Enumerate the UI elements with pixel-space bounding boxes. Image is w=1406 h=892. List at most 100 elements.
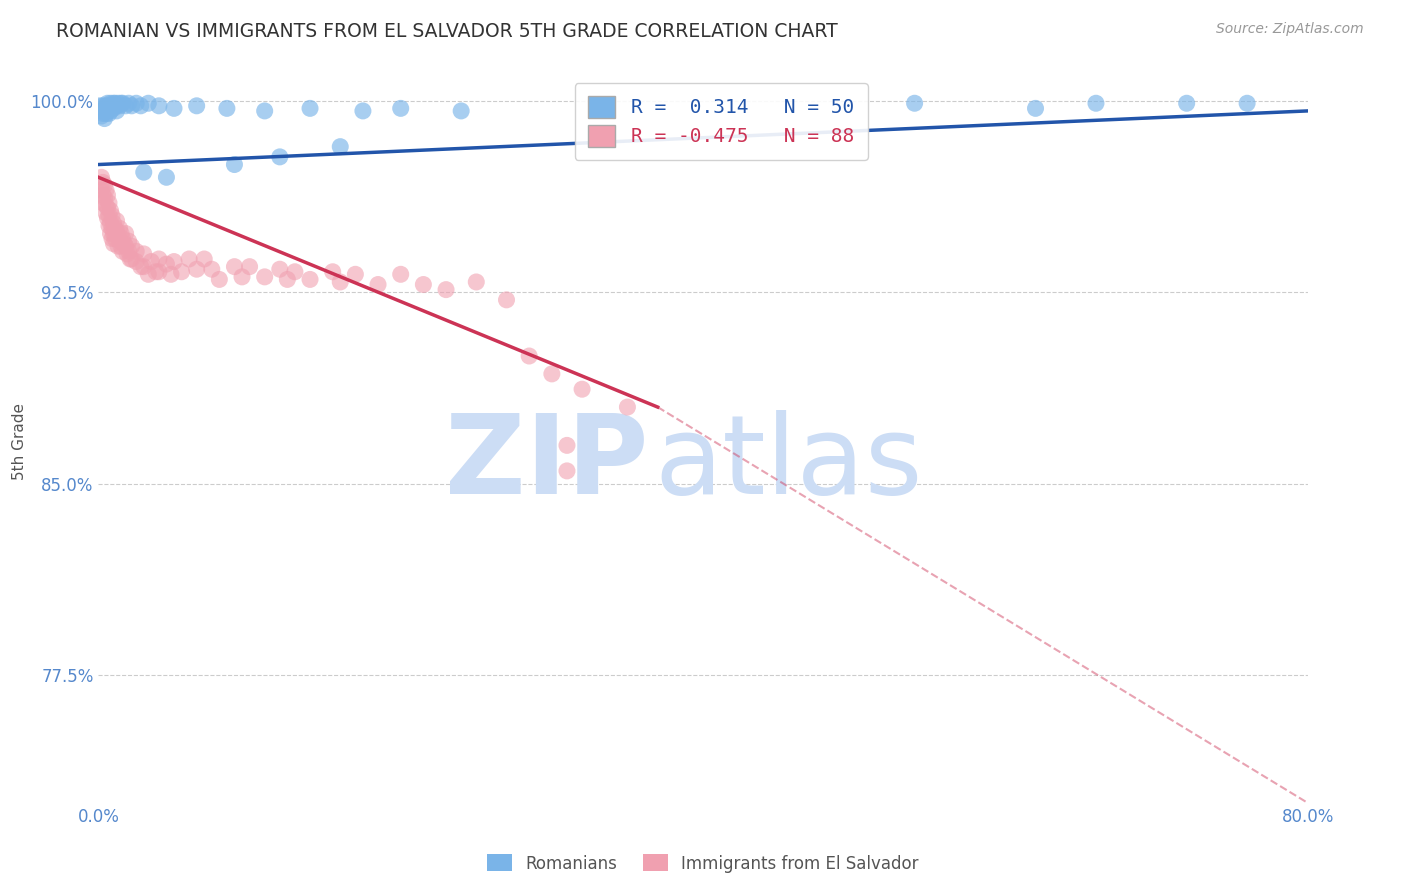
Point: [105, 103, 128, 118]
Point: [1236, 96, 1258, 111]
Point: [94, 198, 117, 212]
Point: [96, 96, 118, 111]
Point: [114, 99, 136, 113]
Point: [101, 221, 124, 235]
Point: [101, 209, 124, 223]
Point: [90, 183, 112, 197]
Point: [103, 216, 125, 230]
Point: [98, 209, 121, 223]
Point: [103, 227, 125, 241]
Point: [201, 262, 224, 277]
Point: [115, 247, 138, 261]
Y-axis label: 5th Grade: 5th Grade: [11, 403, 27, 480]
Point: [101, 231, 124, 245]
Point: [495, 293, 517, 307]
Point: [103, 96, 125, 111]
Point: [103, 236, 125, 251]
Point: [299, 272, 322, 286]
Point: [186, 99, 208, 113]
Point: [136, 268, 159, 282]
Point: [91, 99, 114, 113]
Point: [104, 221, 127, 235]
Point: [111, 244, 134, 259]
Point: [299, 101, 322, 115]
Text: ROMANIAN VS IMMIGRANTS FROM EL SALVADOR 5TH GRADE CORRELATION CHART: ROMANIAN VS IMMIGRANTS FROM EL SALVADOR …: [56, 22, 838, 41]
Point: [108, 234, 131, 248]
Point: [129, 99, 152, 113]
Point: [114, 227, 136, 241]
Point: [90, 170, 112, 185]
Point: [91, 106, 114, 120]
Point: [120, 252, 142, 266]
Point: [100, 227, 122, 241]
Point: [105, 224, 128, 238]
Point: [215, 101, 238, 115]
Point: [118, 244, 141, 259]
Point: [96, 201, 118, 215]
Point: [450, 103, 472, 118]
Point: [94, 206, 117, 220]
Point: [98, 195, 121, 210]
Point: [224, 260, 246, 274]
Point: [107, 96, 129, 111]
Point: [284, 265, 307, 279]
Legend: Romanians, Immigrants from El Salvador: Romanians, Immigrants from El Salvador: [481, 847, 925, 880]
Point: [121, 252, 143, 266]
Point: [121, 99, 143, 113]
Point: [434, 283, 457, 297]
Point: [276, 272, 298, 286]
Point: [125, 244, 148, 259]
Point: [96, 188, 118, 202]
Point: [163, 254, 186, 268]
Point: [163, 101, 186, 115]
Point: [105, 213, 128, 227]
Point: [103, 101, 125, 115]
Point: [170, 265, 193, 279]
Point: [155, 170, 177, 185]
Point: [136, 96, 159, 111]
Point: [555, 464, 578, 478]
Point: [110, 227, 132, 241]
Point: [155, 257, 177, 271]
Point: [129, 260, 152, 274]
Point: [91, 188, 114, 202]
Point: [231, 269, 253, 284]
Point: [104, 96, 127, 111]
Point: [90, 103, 112, 118]
Point: [96, 211, 118, 226]
Point: [90, 109, 112, 123]
Point: [111, 96, 134, 111]
Point: [98, 106, 121, 120]
Text: Source: ZipAtlas.com: Source: ZipAtlas.com: [1216, 22, 1364, 37]
Point: [540, 367, 562, 381]
Point: [329, 275, 352, 289]
Point: [96, 103, 118, 118]
Point: [132, 247, 155, 261]
Point: [322, 265, 344, 279]
Point: [517, 349, 540, 363]
Point: [148, 265, 170, 279]
Point: [1085, 96, 1108, 111]
Point: [389, 268, 412, 282]
Point: [253, 103, 276, 118]
Point: [412, 277, 434, 292]
Point: [125, 254, 148, 268]
Point: [101, 99, 124, 113]
Point: [98, 99, 121, 113]
Point: [93, 112, 115, 126]
Point: [93, 178, 115, 192]
Point: [465, 275, 488, 289]
Point: [132, 165, 155, 179]
Point: [269, 262, 291, 277]
Point: [148, 252, 170, 266]
Point: [100, 216, 122, 230]
Point: [91, 175, 114, 189]
Point: [389, 101, 412, 115]
Point: [132, 260, 155, 274]
Point: [100, 96, 122, 111]
Point: [107, 229, 129, 244]
Point: [110, 96, 132, 111]
Point: [89, 99, 111, 113]
Point: [253, 269, 276, 284]
Point: [179, 252, 201, 266]
